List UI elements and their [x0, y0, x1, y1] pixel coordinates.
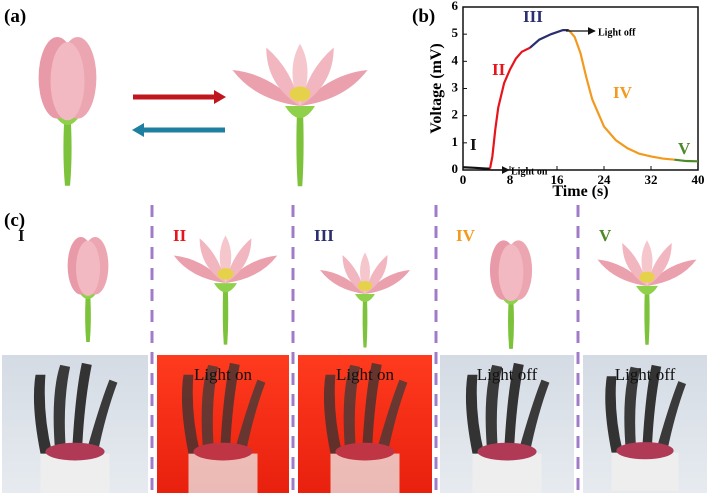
y-tick-label: 6: [452, 0, 459, 13]
line-series: [529, 28, 569, 49]
panel-label: (b): [412, 6, 435, 27]
arrow-head: [214, 90, 226, 104]
y-tick-label: 3: [452, 79, 459, 94]
x-axis-label: Time (s): [552, 183, 608, 200]
x-tick-label: 40: [692, 172, 705, 187]
line-series: [462, 166, 491, 170]
line-series: [488, 46, 531, 169]
phase-label: IV: [613, 83, 633, 102]
line-series: [674, 158, 699, 163]
y-tick-label: 2: [452, 107, 459, 122]
phase-label: III: [523, 7, 543, 26]
photo-caption: Light on: [194, 365, 253, 384]
line-series: [567, 29, 675, 161]
annotation: Light off: [598, 27, 636, 38]
flower: [67, 237, 109, 342]
x-tick-label: 24: [598, 172, 612, 187]
flower-open: [232, 43, 368, 187]
photo-caption: Light off: [615, 365, 676, 384]
flower: [597, 240, 697, 345]
y-tick-label: 1: [452, 134, 459, 149]
x-tick-label: 32: [645, 172, 658, 187]
stage-label: V: [599, 226, 612, 245]
x-tick-label: 0: [460, 172, 467, 187]
photo-caption: Light off: [477, 365, 538, 384]
phase-label: V: [678, 139, 691, 158]
stage-label: IV: [456, 226, 476, 245]
x-tick-label: 8: [507, 172, 514, 187]
phase-label: II: [492, 60, 506, 79]
annotation: Light on: [511, 166, 548, 177]
phase-label: I: [470, 135, 477, 154]
y-tick-label: 4: [452, 52, 459, 67]
panel-label: (a): [4, 6, 26, 27]
y-tick-label: 0: [452, 161, 459, 176]
flower: [489, 240, 533, 349]
y-tick-label: 5: [452, 25, 459, 40]
arrow-head: [132, 123, 144, 137]
y-axis-label: Voltage (mV): [428, 43, 445, 134]
flower: [320, 252, 410, 348]
panel-label: (c): [4, 210, 25, 231]
stage-label: I: [18, 226, 25, 245]
stage-label: II: [173, 226, 187, 245]
flower: [173, 235, 278, 345]
stage-label: III: [314, 226, 334, 245]
photo-caption: Light on: [336, 365, 395, 384]
x-tick-label: 16: [551, 172, 565, 187]
flower-closed: [38, 37, 97, 186]
